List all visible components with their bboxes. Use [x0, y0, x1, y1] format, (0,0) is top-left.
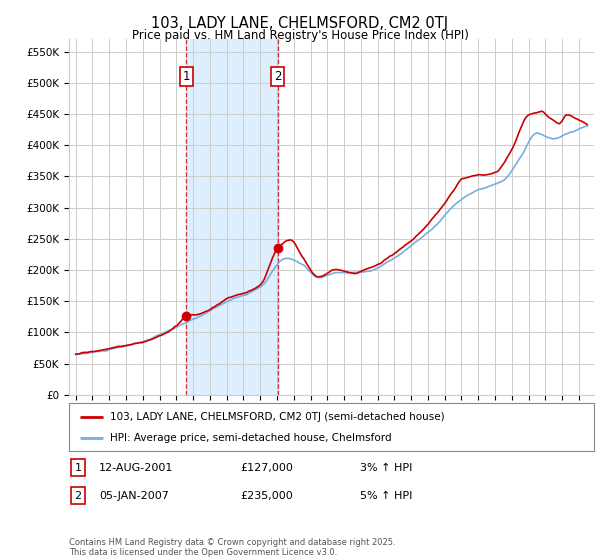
Text: 5% ↑ HPI: 5% ↑ HPI	[360, 491, 412, 501]
Text: Price paid vs. HM Land Registry's House Price Index (HPI): Price paid vs. HM Land Registry's House …	[131, 29, 469, 42]
Text: 12-AUG-2001: 12-AUG-2001	[99, 463, 173, 473]
Text: 05-JAN-2007: 05-JAN-2007	[99, 491, 169, 501]
Text: 2: 2	[74, 491, 82, 501]
Text: 3% ↑ HPI: 3% ↑ HPI	[360, 463, 412, 473]
Bar	[187, 39, 278, 395]
Text: 1: 1	[74, 463, 82, 473]
Text: £127,000: £127,000	[240, 463, 293, 473]
Text: 1: 1	[182, 70, 190, 83]
Text: HPI: Average price, semi-detached house, Chelmsford: HPI: Average price, semi-detached house,…	[110, 433, 392, 443]
Text: 103, LADY LANE, CHELMSFORD, CM2 0TJ: 103, LADY LANE, CHELMSFORD, CM2 0TJ	[151, 16, 449, 31]
Text: Contains HM Land Registry data © Crown copyright and database right 2025.
This d: Contains HM Land Registry data © Crown c…	[69, 538, 395, 557]
Text: £235,000: £235,000	[240, 491, 293, 501]
Text: 2: 2	[274, 70, 281, 83]
Text: 103, LADY LANE, CHELMSFORD, CM2 0TJ (semi-detached house): 103, LADY LANE, CHELMSFORD, CM2 0TJ (sem…	[110, 412, 445, 422]
